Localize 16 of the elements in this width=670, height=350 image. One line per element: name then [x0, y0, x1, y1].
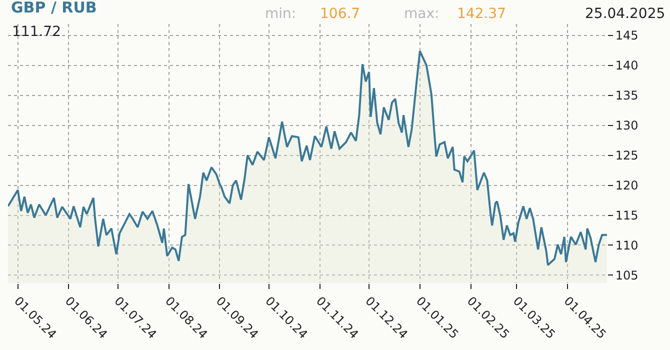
- y-tick-label: 140: [615, 58, 638, 73]
- y-tick-label: 125: [615, 148, 638, 162]
- y-tick-label: 135: [615, 88, 638, 103]
- text: min:: [265, 6, 296, 22]
- y-tick-label: 130: [615, 118, 638, 133]
- y-tick-label: 105: [615, 268, 638, 282]
- text: max:: [404, 6, 440, 22]
- y-tick-label: 120: [615, 178, 638, 192]
- y-tick-label: 110: [615, 238, 638, 252]
- text: 106.7: [320, 6, 360, 22]
- text: 25.04.2025: [585, 6, 666, 22]
- text: 142.37: [457, 6, 506, 22]
- y-tick-label: 115: [615, 208, 638, 222]
- chart-title: GBP / RUB: [10, 0, 97, 16]
- annotation: 111.72: [12, 24, 61, 40]
- y-tick-label: 145: [615, 28, 638, 43]
